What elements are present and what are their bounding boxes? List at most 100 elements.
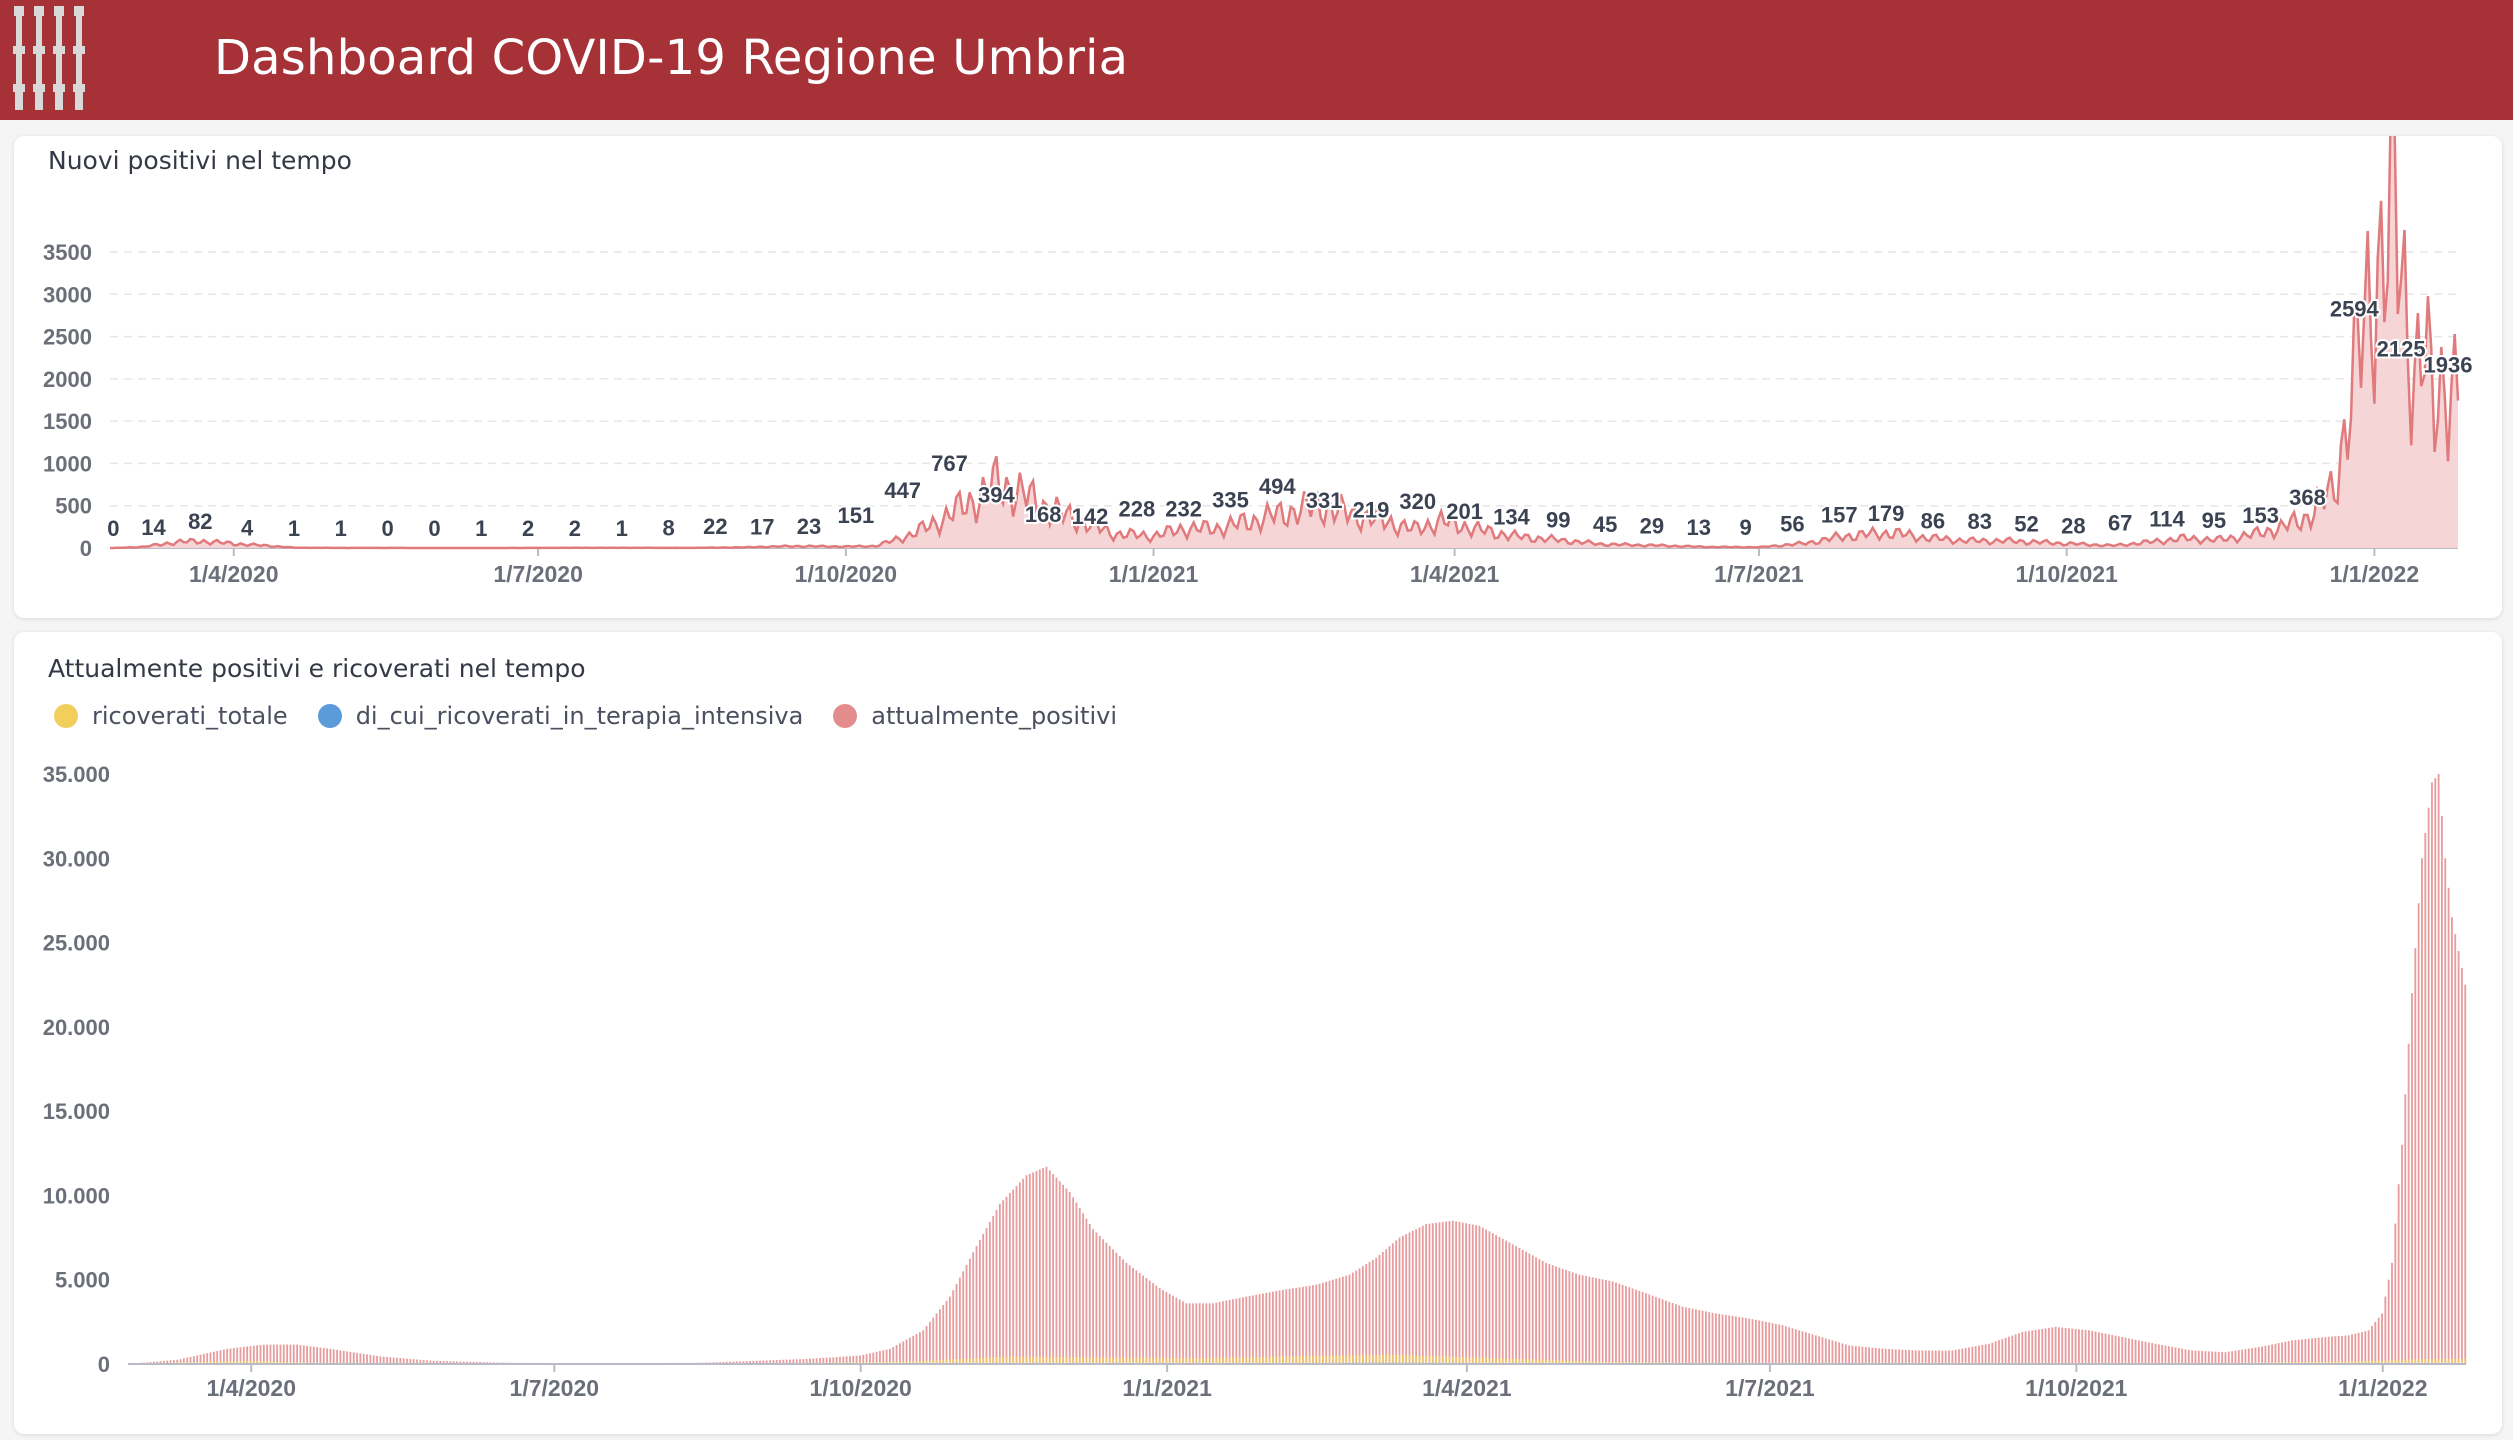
bar-ricoverati-totale	[269, 1361, 272, 1364]
bar-attualmente-positivi	[892, 1346, 895, 1364]
bar-attualmente-positivi	[1498, 1236, 1501, 1364]
bar-ricoverati-totale	[928, 1360, 931, 1364]
bar-ricoverati-totale	[1045, 1356, 1048, 1364]
bar-attualmente-positivi	[196, 1355, 199, 1364]
bar-attualmente-positivi	[399, 1358, 402, 1364]
bar-attualmente-positivi	[2367, 1330, 2370, 1364]
bar-attualmente-positivi	[336, 1349, 338, 1364]
data-label: 29	[1640, 514, 1664, 539]
bar-attualmente-positivi	[179, 1359, 182, 1364]
bar-ricoverati-totale	[1248, 1357, 1251, 1364]
bar-attualmente-positivi	[1638, 1290, 1641, 1364]
bar-ricoverati-totale	[1595, 1361, 1597, 1364]
bar-attualmente-positivi	[1585, 1276, 1587, 1364]
bar-attualmente-positivi	[392, 1357, 395, 1364]
bar-attualmente-positivi	[2311, 1338, 2313, 1364]
bar-attualmente-positivi	[176, 1359, 179, 1364]
legend-item-ricoverati-totale[interactable]: ricoverati_totale	[54, 702, 288, 730]
bar-attualmente-positivi	[902, 1341, 905, 1364]
bar-attualmente-positivi	[2154, 1343, 2157, 1364]
legend-item-attualmente-positivi[interactable]: attualmente_positivi	[833, 702, 1117, 730]
bar-ricoverati-totale	[1072, 1357, 1075, 1364]
bar-ricoverati-totale	[1172, 1357, 1174, 1364]
bar-attualmente-positivi	[2191, 1350, 2194, 1364]
bar-attualmente-positivi	[2261, 1346, 2264, 1364]
bar-attualmente-positivi	[1734, 1316, 1737, 1364]
bar-ricoverati-totale	[286, 1361, 289, 1364]
bar-attualmente-positivi	[239, 1347, 242, 1364]
y-tick-label: 2500	[43, 325, 92, 350]
bar-ricoverati-totale	[1525, 1359, 1527, 1364]
bar-attualmente-positivi	[1641, 1292, 1644, 1364]
bar-attualmente-positivi	[2357, 1332, 2360, 1364]
legend-item-terapia-intensiva[interactable]: di_cui_ricoverati_in_terapia_intensiva	[317, 702, 803, 730]
bar-attualmente-positivi	[1635, 1289, 1637, 1364]
data-label: 83	[1967, 509, 1991, 534]
bar-attualmente-positivi	[2078, 1329, 2080, 1364]
bar-attualmente-positivi	[1738, 1316, 1741, 1364]
data-label: 767	[931, 451, 968, 476]
bar-attualmente-positivi	[1821, 1337, 1824, 1364]
bar-ricoverati-totale	[246, 1360, 249, 1364]
data-label: 13	[1687, 515, 1711, 540]
bar-ricoverati-totale	[2311, 1361, 2313, 1364]
bar-attualmente-positivi	[1188, 1303, 1191, 1364]
bar-attualmente-positivi	[1471, 1224, 1474, 1364]
bar-attualmente-positivi	[166, 1360, 169, 1364]
bar-attualmente-positivi	[2177, 1348, 2180, 1364]
bar-attualmente-positivi	[2377, 1317, 2380, 1364]
bar-ricoverati-totale	[1148, 1357, 1151, 1364]
bar-attualmente-positivi	[259, 1345, 262, 1364]
bar-attualmente-positivi	[2204, 1351, 2207, 1364]
bar-attualmente-positivi	[2094, 1331, 2097, 1364]
bar-ricoverati-totale	[1152, 1357, 1154, 1364]
bar-attualmente-positivi	[1002, 1200, 1005, 1364]
bar-ricoverati-totale	[955, 1359, 958, 1364]
data-label: 0	[381, 516, 393, 541]
bar-attualmente-positivi	[849, 1356, 851, 1364]
bar-attualmente-positivi	[1415, 1229, 1418, 1364]
bar-attualmente-positivi	[1495, 1235, 1497, 1364]
bar-attualmente-positivi	[1152, 1283, 1154, 1364]
bar-ricoverati-totale	[1551, 1359, 1554, 1364]
bar-attualmente-positivi	[1298, 1287, 1301, 1364]
bar-ricoverati-totale	[1401, 1355, 1404, 1364]
bar-ricoverati-totale	[2334, 1361, 2337, 1364]
bar-attualmente-positivi	[216, 1351, 219, 1364]
bar-ricoverati-totale	[1565, 1360, 1567, 1364]
bar-ricoverati-totale	[1048, 1356, 1051, 1364]
bar-ricoverati-totale	[1435, 1356, 1438, 1364]
bar-ricoverati-totale	[1205, 1357, 1208, 1364]
bar-attualmente-positivi	[1358, 1268, 1361, 1364]
bar-attualmente-positivi	[2201, 1351, 2204, 1364]
bar-attualmente-positivi	[296, 1344, 299, 1364]
data-label: 331	[1306, 488, 1343, 513]
bar-ricoverati-totale	[1098, 1357, 1101, 1364]
bar-attualmente-positivi	[1401, 1235, 1404, 1364]
bar-ricoverati-totale	[1015, 1356, 1018, 1364]
bar-ricoverati-totale	[192, 1361, 195, 1364]
bar-attualmente-positivi	[1022, 1178, 1025, 1364]
bar-attualmente-positivi	[1438, 1222, 1441, 1364]
data-label: 2125	[2377, 336, 2426, 361]
bar-attualmente-positivi	[1008, 1193, 1011, 1364]
bar-ricoverati-totale	[1108, 1357, 1111, 1364]
bar-attualmente-positivi	[1808, 1333, 1811, 1364]
bar-attualmente-positivi	[1714, 1313, 1717, 1364]
bar-attualmente-positivi	[2444, 858, 2447, 1364]
bar-attualmente-positivi	[409, 1358, 412, 1364]
bar-attualmente-positivi	[2411, 993, 2413, 1364]
bar-attualmente-positivi	[2464, 984, 2467, 1364]
bar-attualmente-positivi	[1285, 1289, 1288, 1364]
bar-attualmente-positivi	[1568, 1271, 1571, 1364]
bar-ricoverati-totale	[938, 1359, 941, 1364]
bar-attualmente-positivi	[895, 1345, 898, 1364]
bar-attualmente-positivi	[1278, 1290, 1281, 1364]
bar-ricoverati-totale	[1468, 1357, 1471, 1364]
bar-ricoverati-totale	[1611, 1361, 1614, 1364]
bar-attualmente-positivi	[1695, 1309, 1697, 1364]
bar-attualmente-positivi	[2451, 917, 2453, 1364]
data-label: 494	[1259, 474, 1296, 499]
bar-ricoverati-totale	[1012, 1356, 1015, 1364]
bar-attualmente-positivi	[199, 1354, 202, 1364]
